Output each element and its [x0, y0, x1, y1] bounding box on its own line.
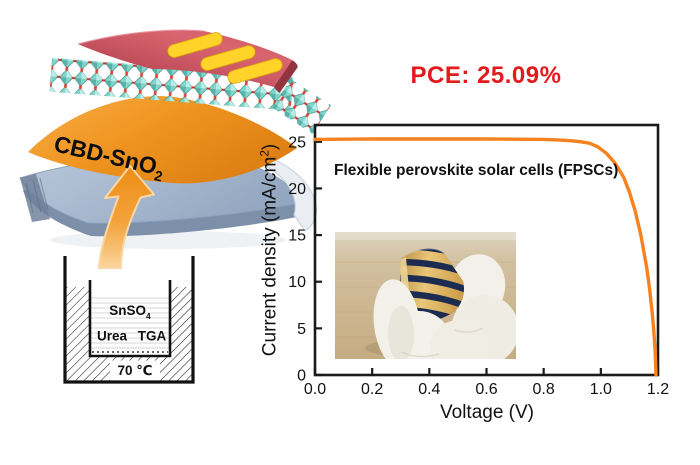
- solution-surface-lines: [91, 297, 169, 349]
- tga-label: TGA: [137, 328, 167, 344]
- x-tick-label: 0.6: [475, 381, 497, 398]
- pce-headline: PCE: 25.09%: [410, 62, 562, 89]
- urea-label: Urea: [96, 328, 128, 344]
- y-axis-label-sup: 2: [258, 150, 272, 157]
- x-tick-label: 0.8: [533, 381, 555, 398]
- inner-beaker-outline: [88, 280, 172, 358]
- chart-annotation: Flexible perovskite solar cells (FPSCs): [334, 162, 619, 179]
- solute-label: SnSO4: [109, 303, 150, 321]
- perovskite-lattice-layer: [49, 57, 331, 134]
- x-tick-label: 0.4: [418, 381, 440, 398]
- x-tick-label: 0.2: [361, 381, 383, 398]
- solute-label-main: SnSO: [109, 303, 147, 319]
- x-tick-label: 1.2: [647, 381, 669, 398]
- x-tick-label: 0.0: [304, 381, 326, 398]
- top-electrode-layer: [77, 29, 298, 93]
- x-tick-label: 1.0: [590, 381, 612, 398]
- cbd-bath-diagram: SnSO4 Urea TGA 70 ℃: [55, 248, 205, 396]
- device-stack-illustration: [19, 29, 331, 269]
- solute-label-sub: 4: [146, 310, 151, 321]
- cbd-sno2-layer: [28, 96, 297, 184]
- cbd-process-arrow-icon: [98, 165, 155, 269]
- x-axis-label: Voltage (V): [440, 402, 534, 423]
- y-tick-label: 0: [297, 368, 306, 385]
- gold-contact-pads: [167, 32, 283, 84]
- glove-fingers-front: [373, 279, 488, 359]
- flexible-cell-photo-inset: [335, 232, 516, 359]
- outer-beaker-outline: [63, 256, 195, 384]
- y-axis-label: Current density (mA/cm2): [258, 144, 281, 356]
- y-axis-label-text: Current density (mA/cm: [259, 156, 281, 357]
- y-tick-label: 5: [297, 321, 306, 338]
- temperature-label: 70 ℃: [114, 363, 156, 379]
- y-axis-label-close: ): [259, 143, 281, 151]
